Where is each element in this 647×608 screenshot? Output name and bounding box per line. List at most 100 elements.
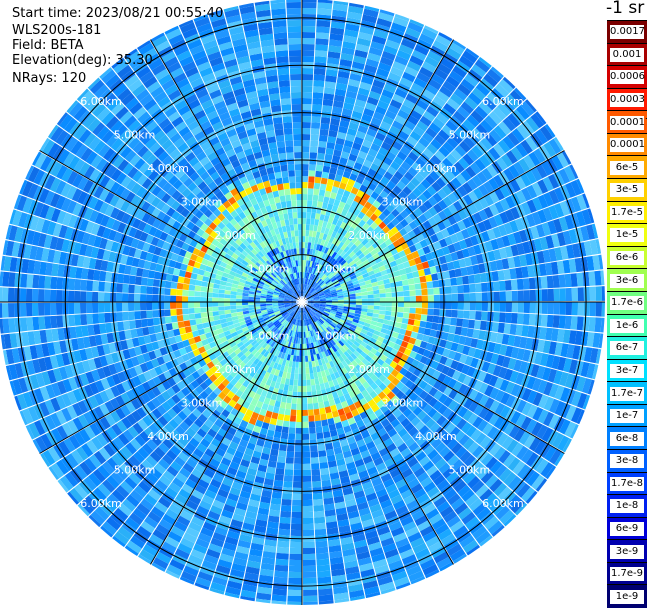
range-gate-cell [318,577,332,584]
range-gate-cell [294,452,302,458]
range-gate-cell [321,117,331,124]
range-gate-cell [296,428,302,434]
range-gate-cell [302,380,306,386]
range-gate-cell [188,291,194,297]
range-gate-cell [104,313,111,323]
range-gate-cell [171,282,178,289]
range-gate-cell [421,282,428,289]
range-gate-cell [212,293,218,298]
range-gate-cell [439,309,446,316]
range-gate-cell [302,194,307,200]
range-gate-cell [566,302,572,315]
range-gate-cell [604,334,606,350]
range-gate-cell [314,415,321,422]
range-gate-cell [302,86,313,92]
range-gate-cell [104,282,111,292]
range-gate-cell [480,273,487,283]
range-gate-cell [295,434,302,440]
range-gate-cell [303,554,316,560]
range-gate-cell [593,381,603,397]
range-gate-cell [493,312,500,322]
range-gate-cell [308,188,314,194]
range-gate-cell [224,294,230,298]
range-gate-cell [275,559,288,566]
range-gate-cell [80,291,86,302]
range-gate-cell [289,427,296,433]
range-gate-cell [303,602,318,607]
range-gate-cell [303,494,313,500]
range-gate-cell [74,303,80,314]
range-gate-cell [397,286,404,292]
range-gate-cell [512,291,518,302]
range-gate-cell [286,451,294,458]
range-gate-cell [588,190,599,206]
range-gate-cell [314,409,320,416]
range-gate-cell [499,312,506,322]
range-gate-cell [421,308,427,314]
range-gate-cell [438,316,445,324]
range-gate-cell [134,285,141,293]
range-gate-cell [602,302,606,317]
range-gate-cell [56,303,62,315]
range-gate-cell [279,523,290,530]
range-gate-cell [293,386,298,392]
range-gate-cell [201,312,208,318]
range-gate-cell [311,122,320,129]
range-gate-cell [312,98,322,105]
range-gate-cell [305,236,309,242]
range-gate-cell [8,303,14,317]
range-gate-cell [38,275,45,288]
range-gate-cell [38,303,44,316]
range-gate-cell [428,302,434,308]
range-gate-cell [416,296,422,302]
range-gate-cell [314,68,326,75]
range-gate-cell [152,310,159,318]
range-gate-cell [356,299,362,302]
range-gate-cell [80,303,86,314]
range-gate-cell [318,147,326,154]
range-gate-cell [158,288,165,295]
range-gate-cell [403,285,410,291]
range-gate-cell [302,98,312,104]
range-gate-cell [386,297,392,301]
range-gate-cell [152,303,158,310]
range-gate-cell [86,314,93,325]
range-gate-cell [158,310,165,317]
range-gate-cell [452,294,458,302]
range-gate-cell [494,292,500,302]
range-gate-cell [380,306,386,310]
range-gate-cell [425,322,432,329]
range-gate-cell [374,306,380,310]
range-gate-cell [431,323,438,331]
range-gate-cell [302,80,313,86]
range-gate-cell [421,315,428,322]
range-gate-cell [272,589,287,596]
range-gate-cell [305,362,309,368]
range-gate-cell [313,505,324,512]
range-gate-cell [386,302,392,306]
range-gate-cell [236,305,242,309]
range-gate-cell [578,302,584,316]
range-gate-cell [362,305,368,309]
range-gate-cell [292,500,302,506]
range-gate-cell [457,285,464,293]
range-gate-cell [323,431,331,438]
range-gate-cell [397,312,404,318]
range-gate-cell [416,302,422,308]
range-gate-cell [284,469,293,476]
range-gate-cell [302,56,314,62]
range-gate-cell [321,474,330,481]
range-gate-cell [409,308,415,314]
range-gate-cell [594,271,601,286]
range-gate-cell [230,302,236,306]
range-gate-cell [291,530,302,536]
range-gate-cell [284,475,293,482]
range-gate-cell [1,207,11,223]
range-gate-cell [367,598,383,607]
range-gate-cell [38,316,45,329]
range-gate-cell [176,582,192,593]
range-gate-cell [26,303,32,316]
range-gate-cell [415,283,422,290]
range-gate-cell [323,99,334,106]
range-gate-cell [476,302,482,311]
